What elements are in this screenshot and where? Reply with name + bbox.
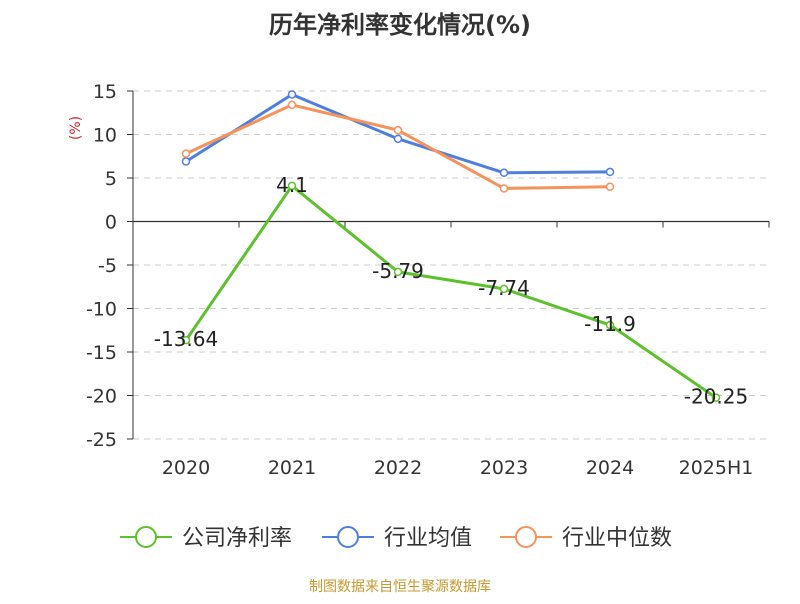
data-point (287, 90, 297, 99)
data-point (711, 393, 721, 402)
grid-lines (133, 90, 769, 440)
data-point (605, 320, 615, 330)
y-tick-label: -5 (98, 255, 117, 277)
data-label: -5.79 (372, 259, 424, 283)
data-point (287, 181, 297, 191)
legend-marker (515, 526, 537, 548)
data-point (181, 335, 191, 345)
legend-marker (337, 526, 359, 548)
y-tick-label: 10 (93, 125, 117, 147)
x-tick-label: 2021 (268, 457, 316, 479)
data-point (393, 134, 403, 144)
series-line (185, 103, 611, 190)
x-tick-label: 2023 (480, 457, 528, 479)
series-line (184, 184, 717, 399)
source-caption: 制图数据来自恒生聚源数据库 (309, 579, 491, 595)
data-label: -7.74 (478, 276, 530, 300)
data-point (181, 157, 191, 166)
data-point (393, 267, 403, 277)
data-point (499, 184, 509, 193)
data-point (499, 284, 509, 294)
x-tick-label: 2025H1 (679, 457, 754, 479)
y-tick-label: -25 (86, 429, 117, 451)
data-label: -13.64 (154, 327, 218, 351)
x-tick-label: 2020 (162, 457, 210, 479)
data-labels: -13.64 4.1 -5.79 -7.74 -11.9 -20.25 (154, 173, 748, 409)
legend: 公司净利率 行业均值 行业中位数 (120, 526, 672, 551)
data-point (287, 100, 297, 110)
axes: 15 10 5 0 -5 -10 -15 -20 -25 2020 2021 2022 2023 2024… (86, 81, 770, 479)
data-label: -20.25 (684, 385, 748, 409)
data-point (605, 182, 615, 191)
data-point (499, 168, 509, 178)
y-tick-label: -15 (86, 342, 117, 364)
y-tick-label: -10 (86, 299, 117, 321)
chart-title: 历年净利率变化情况(%) (269, 11, 531, 39)
y-tick-label: 0 (105, 212, 117, 234)
y-tick-label: -20 (86, 386, 117, 408)
data-label: -11.9 (584, 312, 636, 336)
data-label: 4.1 (276, 173, 308, 197)
y-axis-label: (%) (68, 116, 84, 140)
series-lines (181, 90, 721, 402)
legend-label: 行业中位数 (562, 526, 672, 551)
legend-label: 公司净利率 (182, 526, 292, 551)
legend-marker (135, 526, 157, 548)
y-tick-label: 5 (105, 168, 117, 190)
data-point (181, 149, 191, 158)
legend-label: 行业均值 (384, 526, 472, 551)
x-tick-label: 2024 (586, 457, 634, 479)
x-tick-label: 2022 (374, 457, 422, 479)
data-point (393, 125, 403, 135)
y-tick-label: 15 (93, 81, 117, 103)
data-point (605, 167, 615, 177)
